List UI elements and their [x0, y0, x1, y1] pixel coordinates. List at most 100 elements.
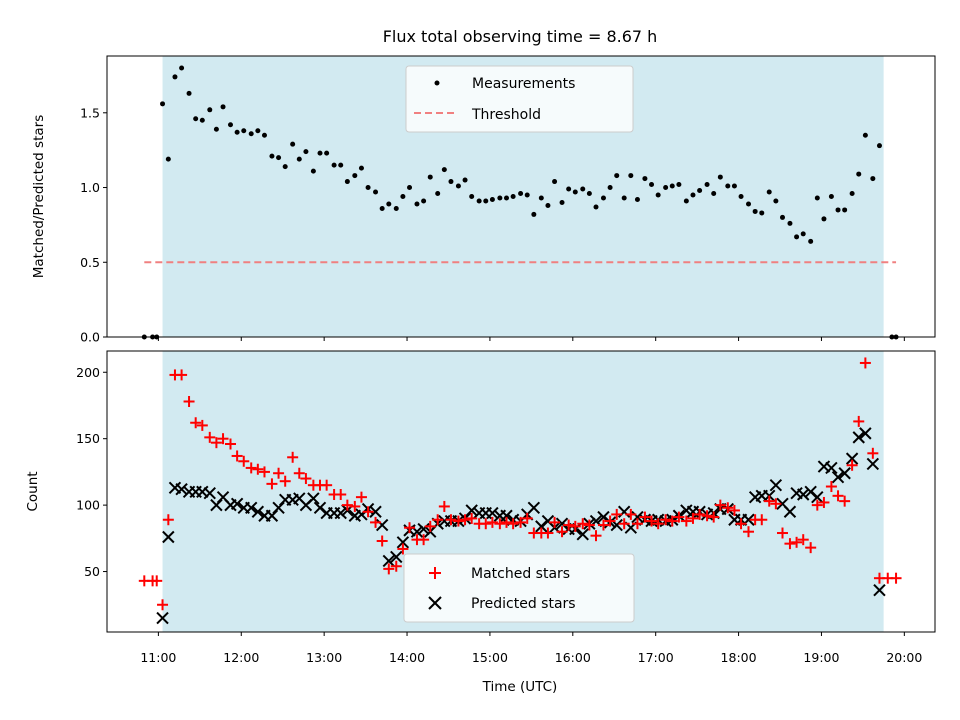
measurement-point: [400, 194, 406, 199]
ratio-legend-box: [405, 65, 634, 133]
measurement-point: [669, 183, 675, 189]
matched-star-point: [321, 479, 333, 491]
matched-stars-points: [138, 357, 902, 611]
measurement-point: [344, 179, 350, 185]
count-y-tick-label: 50: [84, 564, 100, 579]
measurement-point: [503, 195, 509, 201]
matched-star-point: [445, 514, 457, 526]
measurement-point: [545, 202, 551, 208]
predicted-star-point: [617, 505, 631, 518]
matched-star-point: [660, 514, 672, 526]
measurement-point: [593, 204, 599, 210]
matched-star-point: [556, 526, 568, 538]
matched-star-point: [743, 526, 755, 538]
predicted-star-point: [838, 467, 851, 480]
measurement-point: [414, 201, 420, 207]
time-x-tick-label: 14:00: [389, 650, 425, 665]
time-x-axis-label: Time (UTC): [482, 679, 558, 695]
time-x-tick-label: 15:00: [472, 650, 508, 665]
predicted-star-point: [500, 509, 513, 522]
measurement-point: [365, 185, 371, 191]
matched-star-point: [756, 514, 768, 526]
measurement-point: [821, 216, 827, 222]
time-x-tick-label: 17:00: [638, 650, 674, 665]
matched-star-point: [687, 512, 699, 524]
count-panel-frame: [106, 350, 936, 633]
matched-star-point: [604, 515, 616, 527]
matched-star-point: [666, 515, 678, 527]
matched-star-point: [708, 511, 720, 523]
matched-star-point: [300, 473, 312, 485]
count-y-tick-label: 150: [76, 431, 100, 446]
measurement-point: [421, 198, 427, 204]
matched-star-point: [722, 502, 734, 514]
measurement-point: [725, 183, 731, 189]
matched-star-point: [680, 515, 692, 527]
matched-star-point: [183, 395, 195, 407]
measurement-point: [518, 191, 524, 197]
measurement-point: [248, 131, 254, 137]
measurement-point: [738, 194, 744, 199]
measurement-point: [317, 150, 323, 156]
predicted-star-point: [797, 488, 810, 501]
chart-title: Flux total observing time = 8.67 h: [383, 27, 658, 46]
measurement-point: [552, 179, 558, 185]
matched-star-point: [258, 466, 270, 478]
matched-star-point: [293, 467, 305, 479]
measurement-point: [649, 182, 655, 188]
matched-star-point: [563, 519, 575, 531]
measurement-point: [193, 116, 199, 122]
count-y-axis-label: Count: [25, 471, 41, 511]
matched-star-point: [459, 514, 471, 526]
measurement-point: [849, 191, 855, 197]
matched-star-point: [859, 357, 871, 369]
ratio-legend: Measurements Threshold: [405, 65, 634, 133]
predicted-star-point: [334, 506, 347, 520]
predicted-star-point: [396, 536, 410, 549]
measurement-point: [835, 207, 841, 213]
measurement-point: [621, 195, 627, 201]
count-legend: Matched stars Predicted stars: [403, 553, 635, 623]
matched-star-point: [466, 512, 478, 524]
measurement-point: [531, 211, 537, 217]
predicted-star-point: [831, 471, 845, 484]
predicted-star-point: [845, 452, 859, 465]
matched-star-point: [839, 495, 851, 507]
predicted-star-point: [251, 505, 265, 518]
measurement-point: [580, 186, 586, 192]
measurement-point: [199, 117, 205, 123]
matched-star-point: [245, 462, 257, 474]
measurement-point: [676, 182, 682, 188]
matched-star-point: [424, 520, 436, 532]
predicted-star-point: [369, 505, 382, 518]
time-x-tick-label: 19:00: [803, 650, 839, 665]
ratio-y-tick-label: 1.0: [80, 180, 100, 195]
matched-star-point: [652, 518, 664, 530]
measurement-point: [634, 196, 640, 202]
matched-star-point: [763, 495, 775, 507]
predicted-star-point: [811, 490, 824, 504]
matched-star-point: [162, 514, 174, 526]
predicted-star-point: [203, 486, 216, 500]
matched-star-point: [791, 536, 803, 548]
matched-star-point: [224, 438, 236, 450]
measurement-point: [663, 185, 669, 191]
measurement-point: [828, 194, 834, 199]
measurement-point: [358, 165, 364, 171]
measurement-point: [524, 192, 530, 198]
matched-star-point: [728, 504, 740, 516]
ratio-y-tick-label: 1.5: [80, 105, 100, 120]
predicted-star-point: [783, 505, 797, 518]
matched-star-point: [349, 500, 361, 512]
predicted-star-point: [230, 497, 244, 510]
matched-star-point: [646, 515, 658, 527]
predicted-star-point: [417, 522, 430, 536]
measurement-point: [572, 189, 578, 195]
measurement-point: [586, 191, 592, 197]
measurement-point: [614, 173, 620, 179]
matched-star-point: [210, 437, 222, 449]
matched-star-point: [383, 563, 395, 575]
predicted-star-point: [307, 492, 320, 505]
time-x-tick-label: 18:00: [721, 650, 757, 665]
measurement-point: [697, 188, 703, 194]
